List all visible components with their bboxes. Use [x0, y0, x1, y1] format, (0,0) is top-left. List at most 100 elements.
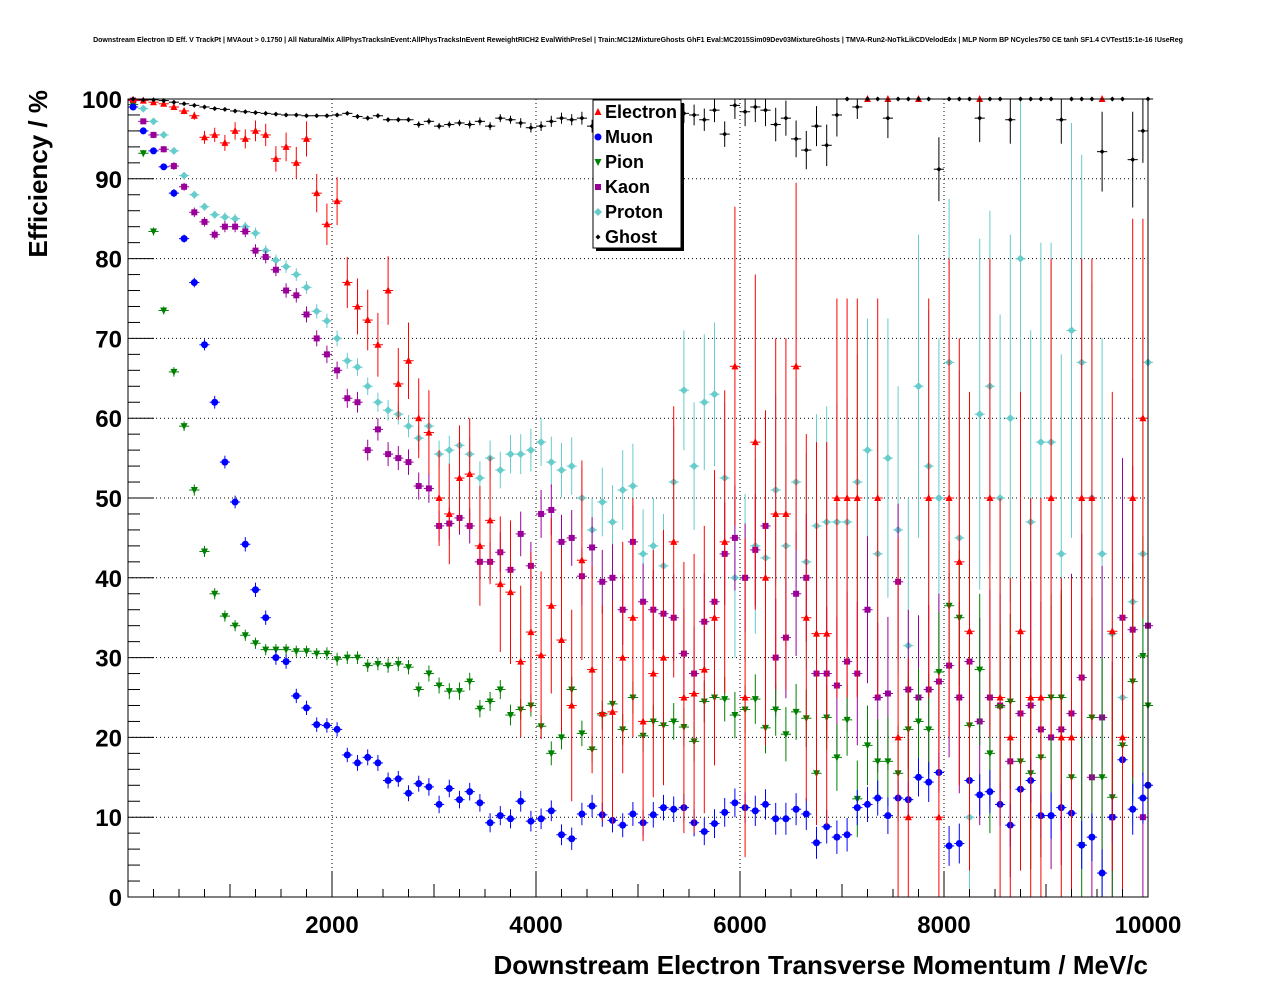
electron-point [700, 665, 708, 673]
ghost-point [538, 123, 544, 129]
proton-point [567, 462, 576, 471]
ghost-point [181, 101, 187, 107]
electron-point [1017, 627, 1024, 635]
pion-point [721, 696, 729, 704]
ghost-point [773, 122, 779, 128]
electron-point [843, 494, 851, 501]
kaon-point [395, 455, 402, 462]
ghost-point [446, 122, 452, 128]
ghost-point [742, 109, 748, 115]
kaon-point [517, 530, 524, 537]
kaon-point [232, 223, 239, 230]
kaon-point [221, 223, 228, 230]
ghost-point [569, 117, 575, 123]
ghost-point [344, 110, 350, 116]
pion-point [262, 646, 270, 654]
electron-point [170, 102, 178, 110]
muon-point [1078, 841, 1086, 849]
electron-point [1119, 733, 1126, 741]
legend: Electron Muon Pion Kaon Proton Ghost [592, 99, 684, 251]
muon-point [456, 796, 463, 804]
electron-point [670, 537, 678, 545]
pion-point [303, 648, 310, 656]
electron-point [751, 438, 759, 446]
proton-point [679, 386, 688, 395]
electron-point [313, 189, 321, 197]
y-tick-label-4: 40 [95, 566, 122, 593]
ghost-point [324, 113, 330, 119]
kaon-point [323, 351, 330, 358]
electron-point [1139, 414, 1147, 422]
ghost-point [528, 125, 534, 131]
electron-point [904, 813, 912, 821]
electron-point [537, 651, 545, 659]
x-tick-label-0: 2000 [305, 912, 358, 939]
pion-point [915, 718, 922, 726]
kaon-point [364, 447, 371, 454]
pion-point [241, 632, 249, 640]
electron-point [343, 278, 351, 286]
pion-point [384, 662, 392, 670]
proton-point [139, 104, 148, 113]
ghost-point [1130, 157, 1136, 163]
x-tick-label-4: 10000 [1115, 912, 1182, 939]
muon-point [241, 540, 249, 548]
electron-point [486, 516, 494, 524]
proton-point [618, 486, 627, 495]
kaon-point [731, 534, 738, 541]
muon-point [160, 163, 168, 171]
muon-point [1098, 869, 1106, 877]
muon-point [201, 341, 208, 349]
legend-marker-ghost [595, 234, 601, 240]
ghost-point [355, 114, 360, 120]
proton-point [557, 466, 566, 475]
muon-point [313, 721, 321, 729]
proton-point [312, 307, 321, 316]
muon-point [782, 815, 790, 823]
muon-point [231, 498, 239, 506]
proton-point [700, 398, 709, 407]
proton-point [1016, 254, 1025, 263]
ghost-point [834, 112, 840, 118]
pion-point [456, 688, 463, 696]
electron-point [282, 142, 290, 150]
legend-label-ghost: Ghost [605, 227, 657, 247]
proton-point [169, 146, 178, 155]
legend-label-kaon: Kaon [605, 177, 650, 197]
ghost-point [283, 112, 289, 118]
kaon-point [558, 538, 565, 545]
pion-point [405, 664, 412, 672]
kaon-point [313, 335, 320, 342]
muon-point [660, 804, 667, 812]
kaon-point [191, 209, 198, 216]
muon-point [772, 815, 780, 823]
electron-point [241, 134, 249, 142]
proton-point [404, 422, 413, 431]
electron-point [925, 494, 933, 501]
ghost-point [222, 106, 228, 112]
muon-point [792, 805, 800, 813]
pion-point [180, 423, 188, 431]
ghost-point [712, 107, 717, 113]
pion-point [476, 705, 484, 713]
ghost-point [375, 113, 381, 119]
ghost-point [304, 113, 309, 119]
pion-point [731, 712, 739, 720]
kaon-point [599, 578, 606, 585]
muon-point [527, 817, 535, 825]
electron-point [1047, 494, 1055, 501]
ghost-point [334, 112, 340, 118]
x-tick-label-3: 8000 [917, 912, 970, 939]
electron-point [1037, 693, 1045, 701]
kaon-point [201, 218, 208, 225]
muon-point [864, 800, 871, 808]
electron-point [1078, 494, 1086, 501]
muon-point [619, 821, 627, 829]
muon-point [925, 778, 933, 786]
proton-point [516, 450, 525, 459]
y-tick-label-5: 50 [95, 486, 122, 513]
y-tick-label-9: 90 [95, 167, 122, 194]
proton-point [190, 190, 199, 199]
proton-point [363, 382, 372, 391]
